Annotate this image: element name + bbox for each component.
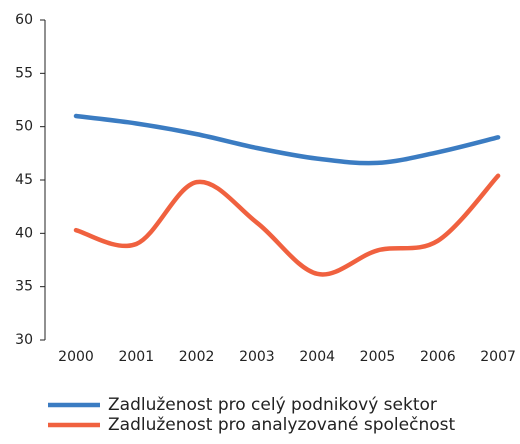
x-tick-label: 2003 xyxy=(239,349,275,365)
x-tick-label: 2002 xyxy=(179,349,215,365)
y-tick-label: 45 xyxy=(15,172,33,188)
x-tick-label: 2001 xyxy=(118,349,154,365)
y-tick-label: 50 xyxy=(15,119,33,135)
y-tick-label: 55 xyxy=(15,65,33,81)
legend-label: Zadluženost pro celý podnikový sektor xyxy=(108,395,437,415)
y-tick-label: 35 xyxy=(15,279,33,295)
x-tick-label: 2000 xyxy=(58,349,94,365)
x-tick-label: 2005 xyxy=(360,349,396,365)
series-line xyxy=(73,113,501,166)
y-tick-label: 40 xyxy=(15,225,33,241)
series-line xyxy=(73,173,501,277)
y-tick-label: 30 xyxy=(15,332,33,348)
x-tick-label: 2006 xyxy=(420,349,456,365)
x-tick-label: 2007 xyxy=(480,349,516,365)
y-tick-label: 60 xyxy=(15,12,33,28)
legend-label: Zadluženost pro analyzované společnost xyxy=(108,415,455,435)
x-tick-label: 2004 xyxy=(299,349,335,365)
